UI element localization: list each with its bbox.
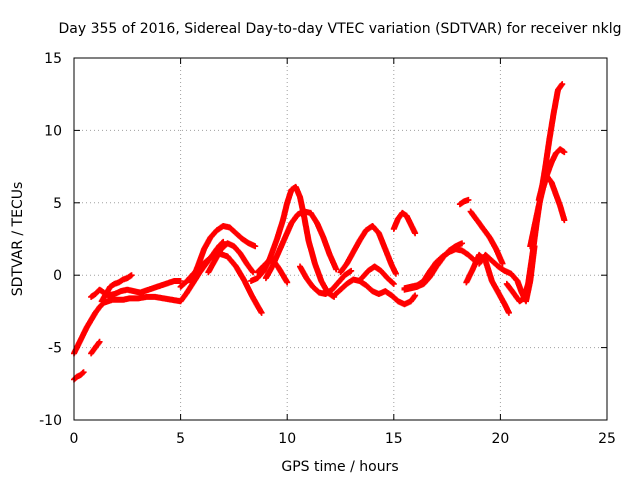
chart-title: Day 355 of 2016, Sidereal Day-to-day VTE… xyxy=(59,21,622,37)
data-point-markers xyxy=(463,251,512,316)
series-sat-k xyxy=(254,257,291,286)
plot-frame xyxy=(73,57,608,421)
y-tick-label: -10 xyxy=(39,413,62,429)
x-tick-label: 25 xyxy=(598,431,616,447)
data-point-markers xyxy=(331,276,419,308)
y-tick-label: 0 xyxy=(53,268,62,284)
x-tick-label: 10 xyxy=(278,431,296,447)
data-point-markers xyxy=(390,209,419,237)
data-point-markers xyxy=(88,338,103,357)
series-sat-c xyxy=(88,338,103,357)
series-sat-o xyxy=(358,263,397,287)
series-sat-r xyxy=(401,240,466,293)
y-tick-labels: -10 -5 0 5 10 15 xyxy=(39,51,62,429)
series-sat-g xyxy=(188,223,259,286)
series-sat-u xyxy=(463,251,512,316)
y-axis-label: SDTVAR / TECUs xyxy=(10,182,26,297)
data-point-markers xyxy=(205,240,257,276)
series-sat-t xyxy=(467,208,506,267)
data-point-markers xyxy=(71,369,87,383)
series-sat-h xyxy=(205,240,257,276)
data-point-markers xyxy=(467,208,506,267)
series-sat-m xyxy=(337,223,399,277)
series-sat-e xyxy=(98,272,135,305)
y-tick-label: 10 xyxy=(44,123,62,139)
data-point-markers xyxy=(297,263,355,297)
data-point-markers xyxy=(337,223,399,277)
y-tick-label: -5 xyxy=(48,341,62,357)
x-tick-labels: 0 5 10 15 20 25 xyxy=(70,431,616,447)
x-tick-label: 15 xyxy=(385,431,403,447)
series-sat-s xyxy=(456,196,472,208)
series-sat-y xyxy=(535,173,568,224)
data-point-markers xyxy=(358,263,397,287)
data-point-markers xyxy=(254,257,291,286)
data-point-markers xyxy=(401,240,466,293)
data-point-markers xyxy=(456,196,472,208)
series-sat-p xyxy=(390,209,419,237)
data-series xyxy=(71,81,568,383)
x-tick-label: 5 xyxy=(176,431,185,447)
data-point-markers xyxy=(188,223,259,286)
grid-lines xyxy=(74,58,607,420)
data-point-markers xyxy=(98,272,135,305)
y-tick-label: 15 xyxy=(44,51,62,67)
y-tick-label: 5 xyxy=(53,196,62,212)
x-axis-label: GPS time / hours xyxy=(281,459,398,475)
data-point-markers xyxy=(535,173,568,224)
x-tick-label: 20 xyxy=(491,431,509,447)
x-tick-label: 0 xyxy=(70,431,79,447)
axis-ticks xyxy=(73,57,608,421)
series-sat-b xyxy=(71,369,87,383)
series-sat-l xyxy=(297,263,355,297)
series-sat-n xyxy=(331,276,419,308)
